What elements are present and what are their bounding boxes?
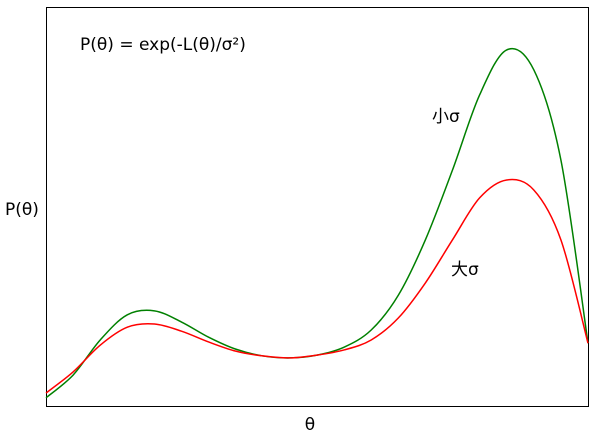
- curve: [45, 178, 589, 394]
- plot-frame: [46, 7, 589, 407]
- curve: [45, 47, 589, 399]
- series-label: 小σ: [432, 107, 460, 127]
- x-axis-label: θ: [305, 415, 315, 435]
- formula-annotation: P(θ) = exp(-L(θ)/σ²): [80, 35, 246, 55]
- series-label: 大σ: [451, 260, 479, 280]
- y-axis-label: P(θ): [5, 200, 39, 220]
